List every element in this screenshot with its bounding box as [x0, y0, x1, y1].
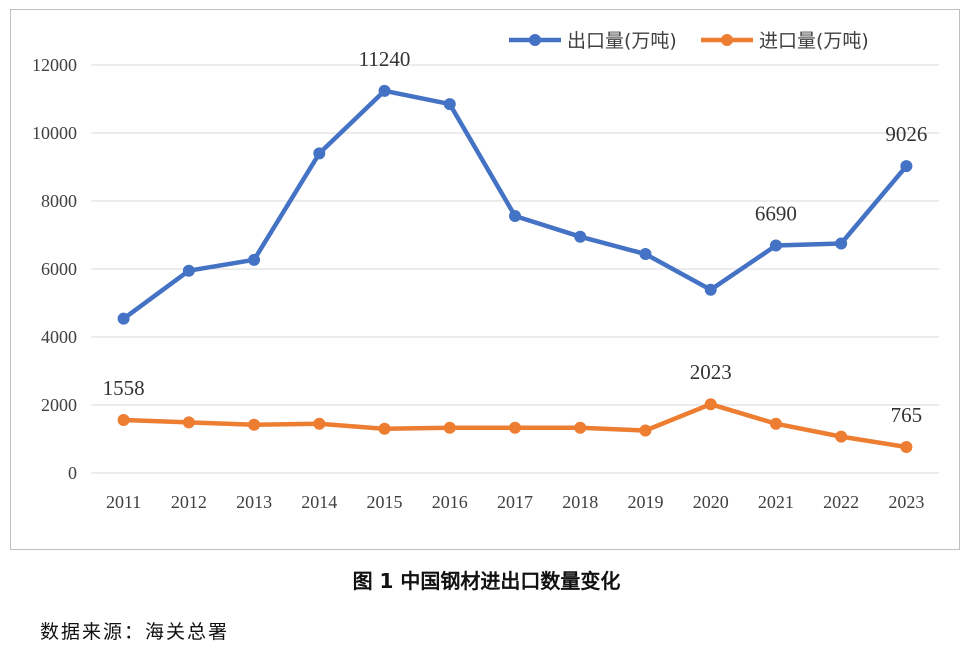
line-chart: 0 2000 4000 6000 8000 10000 12000 2011 2012 2013 2… [32, 30, 939, 512]
data-label: 2023 [690, 360, 732, 384]
data-point [248, 253, 261, 266]
legend: 出口量(万吨) 进口量(万吨) [509, 30, 869, 52]
data-point [704, 283, 717, 296]
y-tick-label: 4000 [41, 327, 77, 347]
data-point [639, 424, 652, 437]
data-point [117, 312, 130, 325]
x-tick-label: 2016 [432, 492, 468, 512]
x-tick-label: 2011 [106, 492, 141, 512]
y-tick-label: 10000 [32, 123, 77, 143]
data-point [704, 398, 717, 411]
y-tick-label: 6000 [41, 259, 77, 279]
data-point [639, 248, 652, 261]
data-point [574, 230, 587, 243]
y-tick-label: 2000 [41, 395, 77, 415]
data-point [769, 239, 782, 252]
data-source: 数据来源：海关总署 [40, 621, 230, 643]
data-point [509, 209, 521, 222]
data-point [378, 422, 391, 435]
data-point [117, 414, 130, 427]
x-tick-label: 2022 [823, 492, 859, 512]
data-point [835, 430, 848, 443]
data-point [900, 160, 913, 173]
data-label: 9026 [885, 122, 927, 146]
x-tick-label: 2012 [171, 492, 207, 512]
x-tick-label: 2018 [562, 492, 598, 512]
legend-label: 出口量(万吨) [567, 30, 677, 52]
x-tick-label: 2021 [758, 492, 794, 512]
gridlines [91, 64, 939, 406]
data-point [574, 421, 587, 434]
data-point [313, 147, 326, 160]
x-tick-label: 2017 [497, 492, 533, 512]
data-labels: 11240 6690 9026 1558 2023 765 [103, 47, 928, 427]
legend-item-import: 进口量(万吨) [701, 30, 869, 52]
series-export [117, 84, 913, 325]
data-point [509, 421, 521, 434]
x-tick-label: 2020 [693, 492, 729, 512]
x-tick-label: 2013 [236, 492, 272, 512]
data-label: 11240 [359, 47, 411, 71]
axes: 0 2000 4000 6000 8000 10000 12000 2011 2012 2013 2… [32, 55, 939, 512]
legend-label: 进口量(万吨) [759, 30, 869, 52]
y-tick-label: 8000 [41, 191, 77, 211]
figure-caption: 图 1 中国钢材进出口数量变化 [352, 569, 621, 593]
data-point [182, 264, 195, 277]
data-point [182, 416, 195, 429]
legend-swatch-marker [529, 34, 541, 46]
series-import [117, 398, 913, 453]
data-point [248, 418, 261, 431]
legend-item-export: 出口量(万吨) [509, 30, 677, 52]
data-label: 6690 [755, 202, 797, 226]
series [117, 84, 913, 453]
x-tick-label: 2015 [367, 492, 403, 512]
x-tick-label: 2014 [301, 492, 337, 512]
y-tick-label: 0 [68, 463, 77, 483]
data-point [900, 440, 913, 453]
legend-swatch-marker [721, 34, 733, 46]
chart-frame: 0 2000 4000 6000 8000 10000 12000 2011 2012 2013 2… [10, 9, 960, 550]
data-label: 1558 [103, 376, 145, 400]
data-label: 765 [891, 403, 923, 427]
data-point [313, 417, 326, 430]
data-point [443, 421, 456, 434]
data-point [443, 98, 456, 111]
data-point [769, 417, 782, 430]
x-tick-label: 2019 [627, 492, 663, 512]
data-point [835, 237, 848, 250]
x-tick-label: 2023 [888, 492, 924, 512]
y-tick-label: 12000 [32, 55, 77, 75]
data-point [378, 84, 391, 97]
